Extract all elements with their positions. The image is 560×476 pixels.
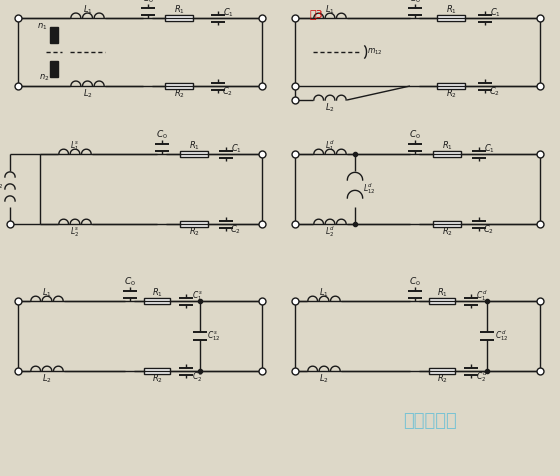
Text: $R_2$: $R_2$ [189, 226, 199, 238]
Text: $L_2^s$: $L_2^s$ [70, 225, 80, 239]
Text: $n_2$: $n_2$ [39, 73, 49, 83]
Text: $L_2^d$: $L_2^d$ [325, 225, 335, 239]
Text: $L_2$: $L_2$ [82, 88, 92, 100]
Text: $C_2$: $C_2$ [483, 224, 494, 236]
Text: $C_1$: $C_1$ [222, 7, 234, 19]
Text: $L_1$: $L_1$ [83, 4, 92, 16]
Bar [433, 151, 461, 157]
Bar [437, 15, 465, 21]
Text: $C_2^d$: $C_2^d$ [476, 369, 488, 385]
Bar [429, 298, 455, 304]
Text: $R_2$: $R_2$ [441, 226, 452, 238]
Text: $C_2$: $C_2$ [489, 86, 501, 98]
Text: $C_0$: $C_0$ [124, 276, 136, 288]
Text: $L_{12}^s$: $L_{12}^s$ [0, 177, 3, 191]
Text: $C_{12}^d$: $C_{12}^d$ [495, 328, 509, 344]
Text: $C_1^s$: $C_1^s$ [192, 289, 202, 303]
Text: $C_{12}^s$: $C_{12}^s$ [207, 329, 221, 343]
Text: $R_1$: $R_1$ [152, 287, 162, 299]
Text: $R_1$: $R_1$ [446, 4, 456, 16]
Text: $L_{12}^d$: $L_{12}^d$ [363, 181, 375, 197]
Bar [50, 61, 58, 77]
Text: 康华尔电子: 康华尔电子 [403, 412, 457, 430]
Bar [180, 221, 208, 227]
Bar [50, 27, 58, 43]
Text: $R_1$: $R_1$ [441, 140, 452, 152]
Text: $R_2$: $R_2$ [152, 373, 162, 385]
Text: $C_0$: $C_0$ [409, 276, 421, 288]
Text: $C_1^d$: $C_1^d$ [476, 288, 488, 304]
Bar [144, 368, 170, 374]
Bar [165, 15, 193, 21]
Text: $L_1^s$: $L_1^s$ [70, 139, 80, 153]
Bar [180, 151, 208, 157]
Bar [437, 83, 465, 89]
Text: $R_2$: $R_2$ [436, 373, 447, 385]
Text: 图3: 图3 [310, 9, 324, 19]
Text: $C_0$: $C_0$ [409, 0, 421, 5]
Text: $R_2$: $R_2$ [446, 88, 456, 100]
Text: $L_2$: $L_2$ [325, 102, 335, 114]
Bar [165, 83, 193, 89]
Text: $L_1$: $L_1$ [319, 287, 329, 299]
Bar [144, 298, 170, 304]
Text: $L_1$: $L_1$ [42, 287, 52, 299]
Text: $R_1$: $R_1$ [189, 140, 199, 152]
Text: $C_2$: $C_2$ [231, 224, 241, 236]
Text: $R_1$: $R_1$ [437, 287, 447, 299]
Text: $L_2$: $L_2$ [319, 373, 329, 385]
Text: $m_{12}$: $m_{12}$ [367, 47, 383, 57]
Text: $C_2^s$: $C_2^s$ [192, 370, 202, 384]
Text: $C_2$: $C_2$ [222, 86, 234, 98]
Text: $L_1$: $L_1$ [325, 4, 335, 16]
Text: $C_0$: $C_0$ [409, 129, 421, 141]
Text: $R_2$: $R_2$ [174, 88, 184, 100]
Text: $C_1$: $C_1$ [483, 143, 494, 155]
Bar [433, 221, 461, 227]
Text: $C_0$: $C_0$ [156, 129, 168, 141]
Bar [429, 368, 455, 374]
Text: $L_2$: $L_2$ [42, 373, 52, 385]
Text: $C_1$: $C_1$ [231, 143, 241, 155]
Text: $R_1$: $R_1$ [174, 4, 184, 16]
Text: $C_0$: $C_0$ [142, 0, 154, 5]
Text: $C_1$: $C_1$ [489, 7, 501, 19]
Text: $n_1$: $n_1$ [37, 22, 47, 32]
Text: $L_1^d$: $L_1^d$ [325, 139, 335, 153]
